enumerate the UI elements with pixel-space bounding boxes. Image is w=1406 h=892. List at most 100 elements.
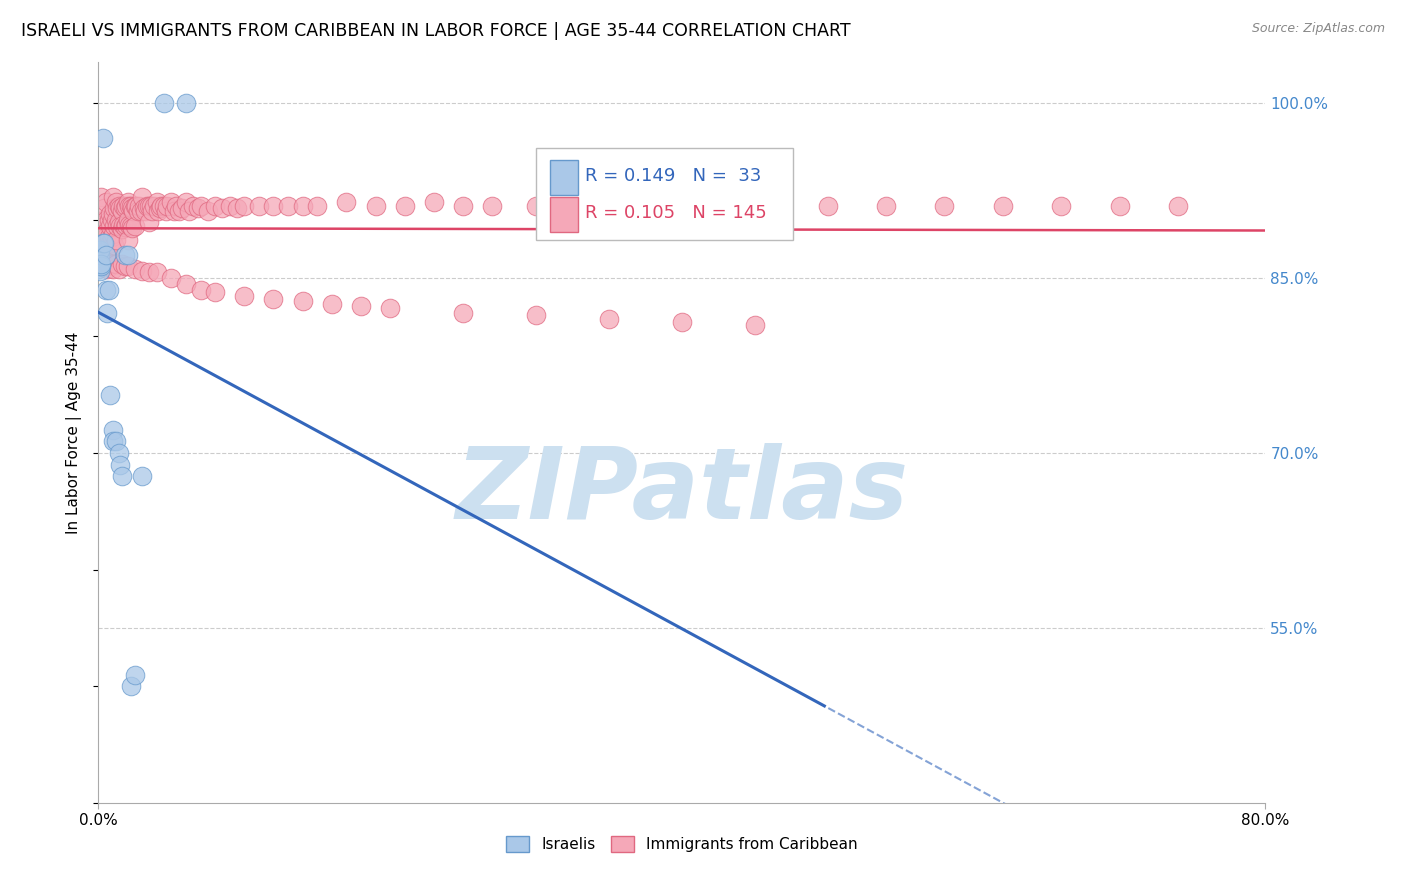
Point (153, 199, 176, 213)
Point (117, 248, 139, 262)
Point (174, 277, 197, 291)
Point (89, 248, 111, 262)
Point (96, 260, 118, 274)
Point (364, 199, 387, 213)
Point (104, 212, 127, 227)
Point (138, 199, 160, 213)
Point (128, 199, 150, 213)
Point (163, 203, 186, 218)
Point (121, 221, 143, 235)
Point (114, 201, 136, 215)
Point (93, 236, 115, 251)
Point (132, 201, 155, 215)
FancyBboxPatch shape (550, 197, 578, 232)
Point (89, 257, 111, 271)
Point (101, 227, 124, 241)
Point (90, 260, 112, 274)
Point (94, 248, 117, 262)
Point (104, 233, 127, 247)
Point (108, 446, 131, 460)
Point (100, 230, 122, 244)
Point (89, 260, 111, 274)
Point (87, 261, 110, 276)
Point (380, 301, 402, 316)
Point (118, 218, 141, 232)
Point (87, 253, 110, 268)
Point (181, 199, 204, 213)
Point (875, 199, 897, 213)
Point (321, 297, 343, 311)
Point (991, 199, 1014, 213)
Point (108, 199, 131, 213)
Point (204, 199, 226, 213)
Point (524, 309, 547, 323)
Point (204, 285, 226, 299)
Point (307, 199, 329, 213)
Point (142, 199, 165, 213)
FancyBboxPatch shape (536, 147, 793, 240)
Point (744, 318, 766, 332)
Point (139, 199, 162, 213)
Point (96, 261, 118, 276)
Point (131, 264, 153, 278)
Point (657, 199, 679, 213)
Point (91, 212, 114, 227)
Point (98, 207, 121, 221)
Point (1167, 199, 1189, 213)
Point (115, 218, 138, 232)
Point (131, 189, 153, 203)
Point (700, 199, 723, 213)
Point (98, 388, 121, 402)
Point (127, 203, 149, 218)
Point (108, 215, 131, 229)
Point (101, 423, 124, 437)
Text: R = 0.105   N = 145: R = 0.105 N = 145 (585, 203, 766, 222)
Point (1050, 199, 1073, 213)
Point (233, 288, 256, 302)
Point (335, 195, 357, 210)
Point (291, 294, 314, 309)
FancyBboxPatch shape (550, 160, 578, 194)
Point (160, 195, 183, 210)
Point (138, 265, 160, 279)
Point (90, 189, 112, 203)
Point (124, 199, 146, 213)
Point (568, 195, 591, 210)
Point (90, 257, 112, 271)
Point (96, 225, 118, 239)
Point (197, 203, 219, 218)
Point (598, 312, 620, 326)
Point (91, 219, 114, 233)
Point (103, 238, 125, 252)
Point (100, 212, 122, 227)
Text: ZIPatlas: ZIPatlas (456, 443, 908, 541)
Point (101, 207, 124, 221)
Point (135, 199, 157, 213)
Point (104, 434, 127, 449)
Text: ISRAELI VS IMMIGRANTS FROM CARIBBEAN IN LABOR FORCE | AGE 35-44 CORRELATION CHAR: ISRAELI VS IMMIGRANTS FROM CARIBBEAN IN … (21, 22, 851, 40)
Point (110, 219, 132, 233)
Point (105, 201, 128, 215)
Point (89, 264, 111, 278)
Point (94, 283, 117, 297)
Point (167, 203, 190, 218)
Point (131, 469, 153, 483)
Point (105, 219, 128, 233)
Point (190, 199, 212, 213)
Point (97, 283, 120, 297)
Legend: Israelis, Immigrants from Caribbean: Israelis, Immigrants from Caribbean (501, 830, 863, 858)
Point (247, 199, 270, 213)
Y-axis label: In Labor Force | Age 35-44: In Labor Force | Age 35-44 (66, 332, 83, 533)
Point (1108, 199, 1130, 213)
Point (120, 199, 142, 213)
Point (124, 219, 146, 233)
Point (87, 257, 110, 271)
Point (233, 199, 256, 213)
Point (117, 233, 139, 247)
Point (134, 203, 156, 218)
Point (451, 199, 474, 213)
Point (91, 236, 114, 251)
Point (112, 199, 135, 213)
Point (111, 203, 134, 218)
Point (121, 201, 143, 215)
